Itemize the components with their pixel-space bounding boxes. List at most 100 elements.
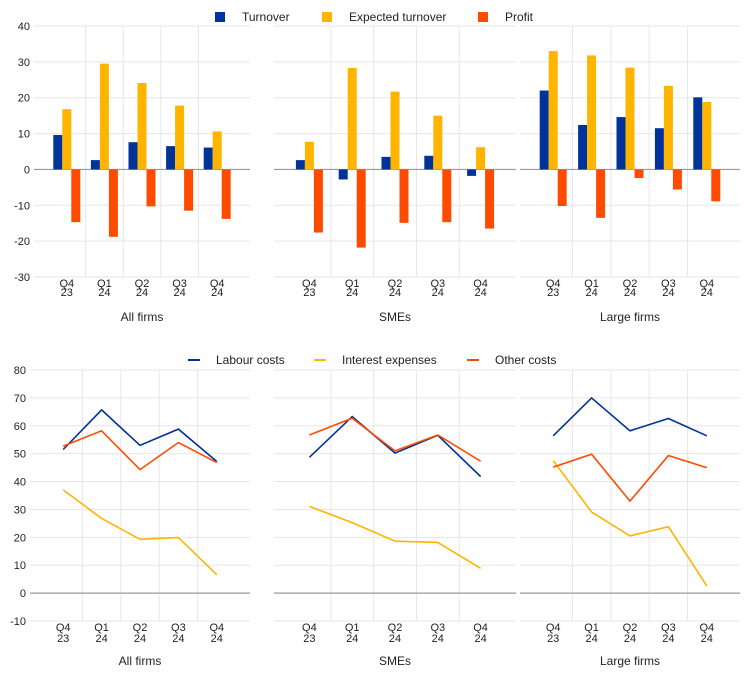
x-tick-label: 24 bbox=[346, 287, 358, 299]
x-tick-label: 24 bbox=[95, 633, 107, 645]
bar-1-0 bbox=[62, 109, 72, 170]
x-tick-label: 23 bbox=[57, 633, 69, 645]
x-tick-label: Q4 bbox=[473, 622, 488, 634]
y-tick-label: 40 bbox=[18, 21, 30, 33]
y-tick-label: 80 bbox=[14, 365, 26, 377]
x-tick-label: 24 bbox=[474, 287, 486, 299]
panel-title: Large firms bbox=[600, 310, 660, 324]
x-tick-label: 23 bbox=[303, 287, 315, 299]
x-tick-label: Q4 bbox=[302, 278, 317, 290]
bar-2-1 bbox=[356, 169, 366, 248]
bar-2-0 bbox=[71, 169, 81, 223]
bar-2-1 bbox=[596, 169, 606, 218]
x-tick-label: Q4 bbox=[210, 278, 225, 290]
legend-swatch-2 bbox=[478, 12, 488, 22]
bar-1-2 bbox=[390, 91, 400, 170]
panel-title: SMEs bbox=[379, 654, 411, 668]
y-tick-label: 70 bbox=[14, 393, 26, 405]
x-tick-label: Q4 bbox=[699, 278, 714, 290]
bar-chart: Turnover Expected turnover Profit -30 -20 -10… bbox=[14, 10, 740, 324]
legend-label-1: Interest expenses bbox=[342, 353, 437, 367]
bar-2-4 bbox=[711, 169, 721, 202]
bar-0-4 bbox=[693, 97, 703, 170]
bar-1-2 bbox=[137, 83, 147, 170]
x-tick-label: Q3 bbox=[661, 622, 676, 634]
bar-0-0 bbox=[295, 160, 305, 170]
y-tick-label: 10 bbox=[18, 129, 30, 141]
y-tick-label: 0 bbox=[24, 164, 30, 176]
y-tick-label: 0 bbox=[20, 588, 26, 600]
panel-title: All firms bbox=[119, 654, 162, 668]
x-tick-label: Q4 bbox=[209, 622, 224, 634]
legend-label-0: Turnover bbox=[242, 10, 290, 24]
bar-2-3 bbox=[184, 169, 194, 211]
x-tick-label: 23 bbox=[547, 287, 559, 299]
bar-1-1 bbox=[347, 67, 357, 170]
x-tick-label: Q1 bbox=[345, 622, 360, 634]
y-tick-label: 10 bbox=[14, 560, 26, 572]
bar-2-2 bbox=[146, 169, 156, 207]
x-tick-label: 24 bbox=[134, 633, 146, 645]
legend-label-2: Other costs bbox=[495, 353, 556, 367]
bar-1-0 bbox=[548, 51, 558, 170]
series-line-0 bbox=[552, 396, 708, 437]
x-tick-label: Q4 bbox=[546, 622, 561, 634]
bar-1-4 bbox=[212, 131, 222, 170]
y-tick-label: -20 bbox=[14, 236, 30, 248]
x-tick-label: Q1 bbox=[97, 278, 112, 290]
x-tick-label: Q1 bbox=[584, 278, 599, 290]
x-tick-label: Q2 bbox=[388, 622, 403, 634]
x-tick-label: 23 bbox=[303, 633, 315, 645]
x-tick-label: Q4 bbox=[56, 622, 71, 634]
panel-title: All firms bbox=[121, 310, 164, 324]
bar-1-3 bbox=[433, 115, 443, 170]
bar-1-0 bbox=[304, 141, 314, 170]
bar-2-4 bbox=[221, 169, 231, 219]
x-tick-label: Q3 bbox=[661, 278, 676, 290]
bar-0-3 bbox=[166, 146, 176, 170]
y-tick-label: 40 bbox=[14, 477, 26, 489]
bar-0-2 bbox=[381, 156, 391, 170]
bar-2-2 bbox=[634, 169, 644, 179]
y-tick-label: -10 bbox=[14, 200, 30, 212]
legend-swatch-1 bbox=[322, 12, 332, 22]
series-line-2 bbox=[552, 453, 708, 503]
x-tick-label: 24 bbox=[136, 287, 148, 299]
series-line-2 bbox=[309, 417, 482, 462]
legend-label-2: Profit bbox=[505, 10, 534, 24]
x-tick-label: Q4 bbox=[473, 278, 488, 290]
bar-2-3 bbox=[672, 169, 682, 190]
bar-2-0 bbox=[557, 169, 567, 207]
x-tick-label: Q3 bbox=[430, 622, 445, 634]
y-tick-label: 30 bbox=[18, 57, 30, 69]
x-tick-label: 24 bbox=[211, 287, 223, 299]
y-tick-label: -30 bbox=[14, 272, 30, 284]
x-tick-label: Q2 bbox=[388, 278, 403, 290]
bar-1-1 bbox=[99, 63, 109, 170]
x-tick-label: 24 bbox=[389, 633, 401, 645]
bar-0-1 bbox=[90, 160, 100, 170]
bar-0-0 bbox=[53, 135, 63, 170]
bar-1-2 bbox=[625, 67, 635, 170]
x-tick-label: Q1 bbox=[345, 278, 360, 290]
x-tick-label: 24 bbox=[701, 633, 713, 645]
x-tick-label: Q4 bbox=[59, 278, 74, 290]
x-tick-label: Q4 bbox=[546, 278, 561, 290]
x-tick-label: 24 bbox=[662, 633, 674, 645]
x-tick-label: 24 bbox=[173, 287, 185, 299]
bar-2-3 bbox=[442, 169, 452, 223]
x-tick-label: 24 bbox=[474, 633, 486, 645]
y-tick-label: 20 bbox=[14, 532, 26, 544]
bar-1-4 bbox=[702, 102, 712, 170]
x-tick-label: 24 bbox=[211, 633, 223, 645]
x-tick-label: 24 bbox=[432, 287, 444, 299]
legend-swatch-0 bbox=[215, 12, 225, 22]
bar-1-1 bbox=[587, 55, 597, 170]
x-tick-label: 24 bbox=[585, 633, 597, 645]
bar-0-2 bbox=[128, 142, 138, 170]
x-tick-label: Q3 bbox=[171, 622, 186, 634]
x-tick-label: Q1 bbox=[94, 622, 109, 634]
